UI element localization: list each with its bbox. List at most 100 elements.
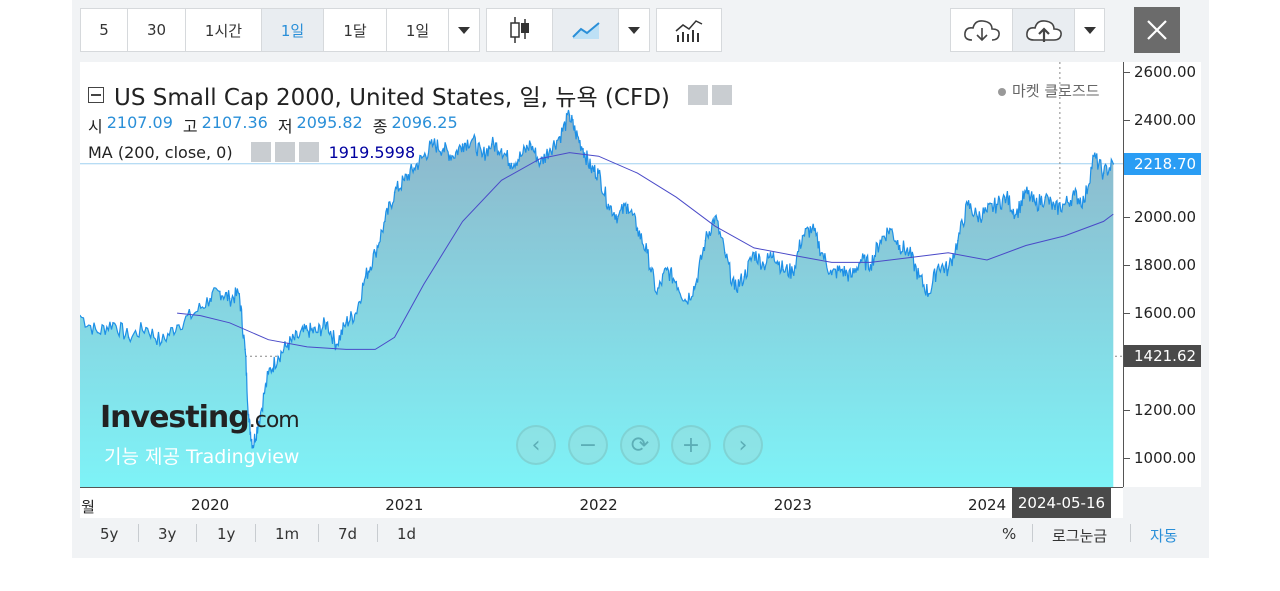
chevron-left-icon: ‹ xyxy=(531,432,541,458)
data-point xyxy=(724,251,726,254)
data-point xyxy=(252,445,254,447)
close-icon[interactable] xyxy=(298,142,319,162)
auto-scale-button[interactable]: 자동 xyxy=(1150,527,1178,545)
load-cloud-button[interactable] xyxy=(951,9,1013,51)
gear-icon[interactable] xyxy=(711,85,732,105)
data-point xyxy=(811,227,814,230)
data-point xyxy=(918,276,920,278)
data-point xyxy=(859,259,862,261)
ma-value: 1919.5998 xyxy=(328,142,416,162)
data-point xyxy=(176,324,178,327)
data-point xyxy=(393,191,396,194)
data-point xyxy=(306,329,309,331)
range-7d-button[interactable]: 7d xyxy=(338,525,358,543)
data-point xyxy=(597,172,600,174)
range-1y-button[interactable]: 1y xyxy=(217,525,236,543)
data-point xyxy=(510,162,512,165)
eye-icon[interactable] xyxy=(250,142,271,162)
range-3y-button[interactable]: 3y xyxy=(158,525,177,543)
candlestick-button[interactable] xyxy=(487,9,553,51)
minus-icon: − xyxy=(578,432,598,458)
close-label: 종 xyxy=(372,117,388,136)
data-point xyxy=(384,220,386,223)
divider xyxy=(138,524,139,542)
market-status: 마켓 클로즈드 xyxy=(998,80,1100,101)
data-point xyxy=(636,227,639,230)
data-point xyxy=(413,167,415,170)
data-point xyxy=(403,179,406,182)
data-point xyxy=(694,283,697,285)
data-point xyxy=(801,235,804,237)
moving-average-line xyxy=(177,152,1114,350)
data-point xyxy=(927,293,930,295)
y-tick-label: 2400.00 xyxy=(1134,110,1197,129)
crosshair-date-badge: 2024-05-16 xyxy=(1011,488,1112,518)
chevron-down-icon xyxy=(458,26,470,34)
time-axis[interactable]: 월 2020 2021 2022 2023 2024 2024-05-16 xyxy=(80,487,1123,518)
y-tick-label: 1800.00 xyxy=(1134,255,1197,274)
data-point xyxy=(617,215,619,218)
chart-type-dropdown[interactable] xyxy=(619,9,649,51)
save-dropdown[interactable] xyxy=(1075,9,1104,51)
eye-icon[interactable] xyxy=(687,85,708,105)
divider xyxy=(377,524,378,542)
data-point xyxy=(574,131,577,133)
data-point xyxy=(675,280,678,283)
data-point xyxy=(582,148,584,150)
price-chart xyxy=(80,62,1123,487)
indicators-button[interactable] xyxy=(657,9,721,51)
data-point xyxy=(792,271,794,273)
plot-area[interactable] xyxy=(80,62,1123,487)
data-point xyxy=(665,268,668,271)
candlestick-icon xyxy=(509,17,529,43)
gear-icon[interactable] xyxy=(274,142,295,162)
zoom-out-button[interactable]: − xyxy=(568,425,608,465)
divider xyxy=(1032,524,1033,542)
price-axis[interactable]: 2600.002400.002200.002000.001800.001600.… xyxy=(1123,62,1201,487)
data-point xyxy=(452,155,454,157)
save-cloud-button[interactable] xyxy=(1013,9,1075,51)
cloud-upload-icon xyxy=(1025,20,1062,42)
data-point xyxy=(374,251,377,254)
data-point xyxy=(840,268,843,271)
logo-brand: Investing xyxy=(100,400,250,435)
divider xyxy=(318,524,319,542)
y-tick-label: 2600.00 xyxy=(1134,62,1197,81)
data-point xyxy=(947,268,949,271)
interval-30-button[interactable]: 30 xyxy=(128,9,186,51)
data-point xyxy=(889,227,891,230)
range-1d-button[interactable]: 1d xyxy=(397,525,417,543)
data-point xyxy=(1054,208,1056,211)
data-point xyxy=(316,331,318,334)
interval-1mo-button[interactable]: 1달 xyxy=(324,9,387,51)
area-chart-button[interactable] xyxy=(553,9,619,51)
log-scale-button[interactable]: 로그눈금 xyxy=(1052,527,1108,545)
scroll-right-button[interactable]: › xyxy=(723,425,763,465)
data-point xyxy=(209,297,211,300)
zoom-in-button[interactable]: + xyxy=(671,425,711,465)
y-tick-mark xyxy=(1124,458,1130,460)
ma-legend: MA (200, close, 0) 1919.5998 xyxy=(88,142,415,162)
interval-dropdown[interactable] xyxy=(449,9,479,51)
range-1m-button[interactable]: 1m xyxy=(275,525,300,543)
data-point xyxy=(590,167,592,170)
interval-1h-button[interactable]: 1시간 xyxy=(186,9,262,51)
y-tick-label: 1000.00 xyxy=(1134,449,1197,468)
data-point xyxy=(442,148,445,150)
interval-custom-button[interactable]: 1일 xyxy=(387,9,449,51)
reset-button[interactable]: ⟳ xyxy=(620,425,660,465)
data-point xyxy=(490,143,493,145)
range-5y-button[interactable]: 5y xyxy=(100,525,119,543)
y-tick-mark xyxy=(1124,264,1130,266)
interval-5-button[interactable]: 5 xyxy=(81,9,128,51)
data-point xyxy=(364,276,367,278)
interval-1d-button[interactable]: 1일 xyxy=(262,9,324,51)
market-status-text: 마켓 클로즈드 xyxy=(1012,82,1100,100)
collapse-legend-icon[interactable] xyxy=(88,87,104,103)
close-button[interactable] xyxy=(1134,7,1180,53)
percent-scale-button[interactable]: % xyxy=(1002,525,1017,543)
divider xyxy=(196,524,197,542)
data-point xyxy=(248,421,250,423)
scroll-left-button[interactable]: ‹ xyxy=(516,425,556,465)
data-point xyxy=(277,355,279,358)
